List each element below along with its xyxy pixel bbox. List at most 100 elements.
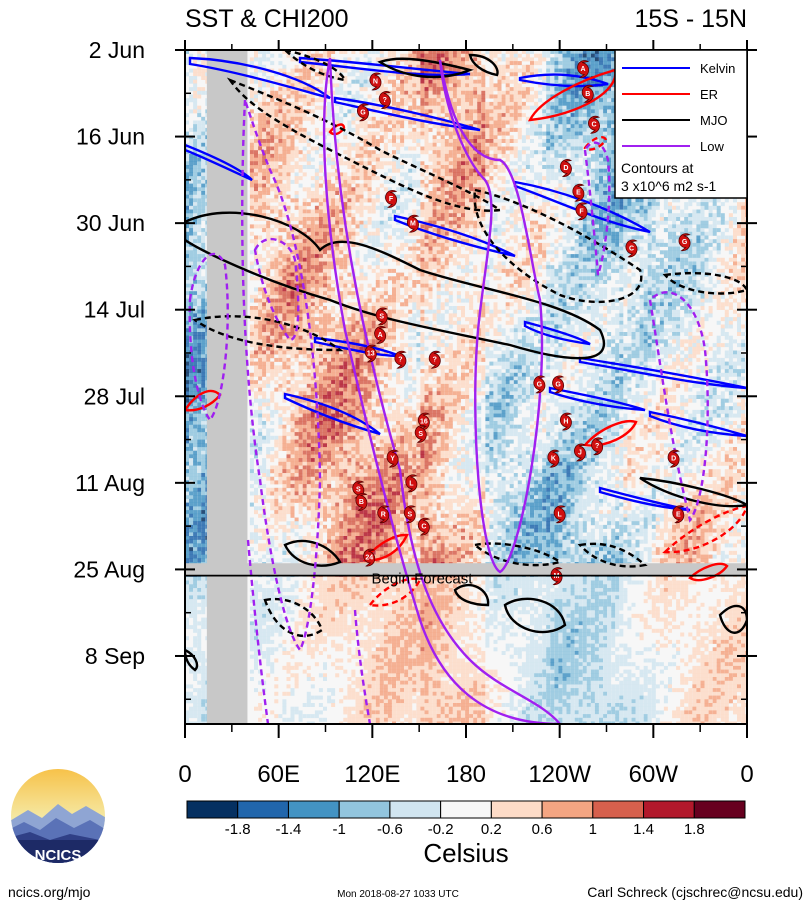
contour-10 bbox=[283, 392, 381, 436]
legend-label-1: ER bbox=[700, 87, 718, 102]
cyclone-icon bbox=[559, 159, 573, 177]
contour-34 bbox=[473, 188, 643, 304]
contour-11 bbox=[548, 386, 646, 412]
cyclone-marker-15: 13 bbox=[364, 344, 377, 363]
cyclone-label: C bbox=[591, 122, 596, 129]
contour-19 bbox=[362, 533, 409, 562]
cyclone-icon bbox=[428, 350, 441, 369]
legend-label-2: MJO bbox=[700, 113, 727, 128]
cyclone-label: C bbox=[421, 524, 426, 531]
land-mask bbox=[206, 50, 248, 724]
cyclone-marker-5: C bbox=[588, 115, 601, 134]
contour-29 bbox=[503, 597, 567, 634]
x-tick-label: 60E bbox=[257, 761, 300, 788]
cyclone-marker-13: S bbox=[375, 307, 388, 326]
cyclone-marker-32: S bbox=[403, 505, 416, 524]
colorbar-tick-label-1: -1.4 bbox=[276, 821, 302, 838]
cyclone-label: B bbox=[359, 499, 364, 506]
colorbar-bin-8 bbox=[592, 800, 645, 819]
cyclone-marker-0: N bbox=[369, 72, 382, 91]
colorbar-bin-6 bbox=[490, 800, 543, 819]
cyclone-marker-1: G bbox=[356, 103, 370, 122]
colorbar-bin-2 bbox=[287, 800, 340, 819]
colorbar-tick-label-6: 0.6 bbox=[532, 821, 553, 838]
y-tick-label: 8 Sep bbox=[85, 643, 145, 669]
cyclone-marker-7: E bbox=[572, 183, 585, 202]
colorbar-bin-3 bbox=[338, 800, 391, 819]
cyclone-icon bbox=[405, 474, 418, 493]
cyclone-icon bbox=[406, 214, 420, 233]
contour-23 bbox=[185, 211, 606, 360]
cyclone-icon bbox=[678, 233, 691, 252]
colorbar-tick-label-8: 1.4 bbox=[633, 821, 654, 838]
cyclone-label: K bbox=[551, 456, 556, 463]
cyclone-icon bbox=[355, 493, 368, 511]
footer-author: Carl Schreck (cjschrec@ncsu.edu) bbox=[587, 884, 803, 900]
cyclone-icon bbox=[559, 412, 573, 431]
y-tick-label: 25 Aug bbox=[73, 556, 145, 582]
cyclone-marker-23: Y bbox=[386, 449, 399, 468]
cyclone-marker-33: C bbox=[417, 517, 430, 536]
cyclone-icon bbox=[581, 84, 594, 103]
cyclone-label: M bbox=[554, 573, 560, 580]
cyclone-icon bbox=[394, 350, 407, 369]
contour-33 bbox=[192, 315, 344, 352]
cyclone-marker-17: ? bbox=[428, 350, 441, 369]
cyclone-label: D bbox=[671, 456, 676, 463]
colorbar-tick-label-9: 1.8 bbox=[684, 821, 705, 838]
legend-note-1: Contours at bbox=[621, 160, 693, 176]
cyclone-label: S bbox=[356, 487, 361, 494]
y-tick-label: 16 Jun bbox=[76, 124, 145, 150]
cyclone-icon bbox=[572, 183, 585, 202]
y-tick-label: 11 Aug bbox=[75, 470, 145, 496]
cyclone-label: 16 bbox=[420, 419, 428, 426]
cyclone-label: A bbox=[378, 332, 383, 339]
contour-44 bbox=[188, 252, 229, 423]
cyclone-icon bbox=[533, 375, 546, 394]
cyclone-icon bbox=[369, 72, 382, 91]
cyclone-marker-8: F bbox=[575, 202, 588, 221]
cyclone-marker-14: A bbox=[374, 326, 387, 344]
cyclone-icon bbox=[403, 505, 416, 524]
chart-title-right: 15S - 15N bbox=[634, 5, 747, 33]
cyclone-icon bbox=[553, 505, 566, 524]
ncics-logo: NCICS bbox=[11, 769, 105, 864]
cyclone-label: E bbox=[676, 511, 681, 518]
contour-24 bbox=[377, 57, 474, 79]
cyclone-marker-10: G bbox=[678, 233, 691, 252]
cyclone-label: ? bbox=[595, 443, 599, 450]
cyclone-marker-11: F bbox=[385, 190, 398, 208]
contour-12 bbox=[648, 410, 747, 438]
contour-30 bbox=[718, 604, 747, 634]
legend-label-0: Kelvin bbox=[700, 61, 735, 76]
cyclone-label: F bbox=[579, 208, 584, 215]
contour-22 bbox=[583, 136, 608, 151]
cyclone-icon bbox=[364, 344, 377, 363]
colorbar-bin-1 bbox=[237, 800, 289, 819]
contour-17 bbox=[582, 419, 638, 447]
cyclone-marker-16: ? bbox=[394, 350, 407, 369]
contour-27 bbox=[283, 539, 342, 567]
y-tick-label: 30 Jun bbox=[76, 210, 145, 236]
cyclone-icon bbox=[363, 548, 376, 567]
cyclone-marker-4: B bbox=[581, 84, 594, 103]
footer-timestamp: Mon 2018-08-27 1033 UTC bbox=[337, 889, 459, 900]
cyclone-icon bbox=[377, 505, 390, 524]
cyclone-label: G bbox=[555, 381, 561, 388]
cyclone-label: B bbox=[585, 91, 590, 98]
cyclone-icon bbox=[414, 425, 427, 443]
cyclone-label: Y bbox=[390, 456, 395, 463]
contour-13 bbox=[598, 486, 691, 512]
x-tick-label: 120E bbox=[344, 761, 400, 788]
cyclone-label: J bbox=[578, 449, 582, 456]
contour-2 bbox=[333, 96, 481, 132]
colorbar-tick-label-4: -0.2 bbox=[428, 821, 454, 838]
axes: 2 Jun 16 Jun 30 Jun 14 Jul 28 Jul 11 Aug 25 Au… bbox=[73, 37, 757, 788]
contour-25 bbox=[468, 53, 499, 77]
contour-0 bbox=[188, 56, 331, 100]
cyclone-label: H bbox=[563, 419, 568, 426]
y-tick-label: 28 Jul bbox=[84, 383, 145, 409]
contour-8 bbox=[523, 320, 591, 346]
colorbar-tick-label-2: -1 bbox=[333, 821, 346, 838]
cyclone-icon bbox=[667, 449, 680, 468]
